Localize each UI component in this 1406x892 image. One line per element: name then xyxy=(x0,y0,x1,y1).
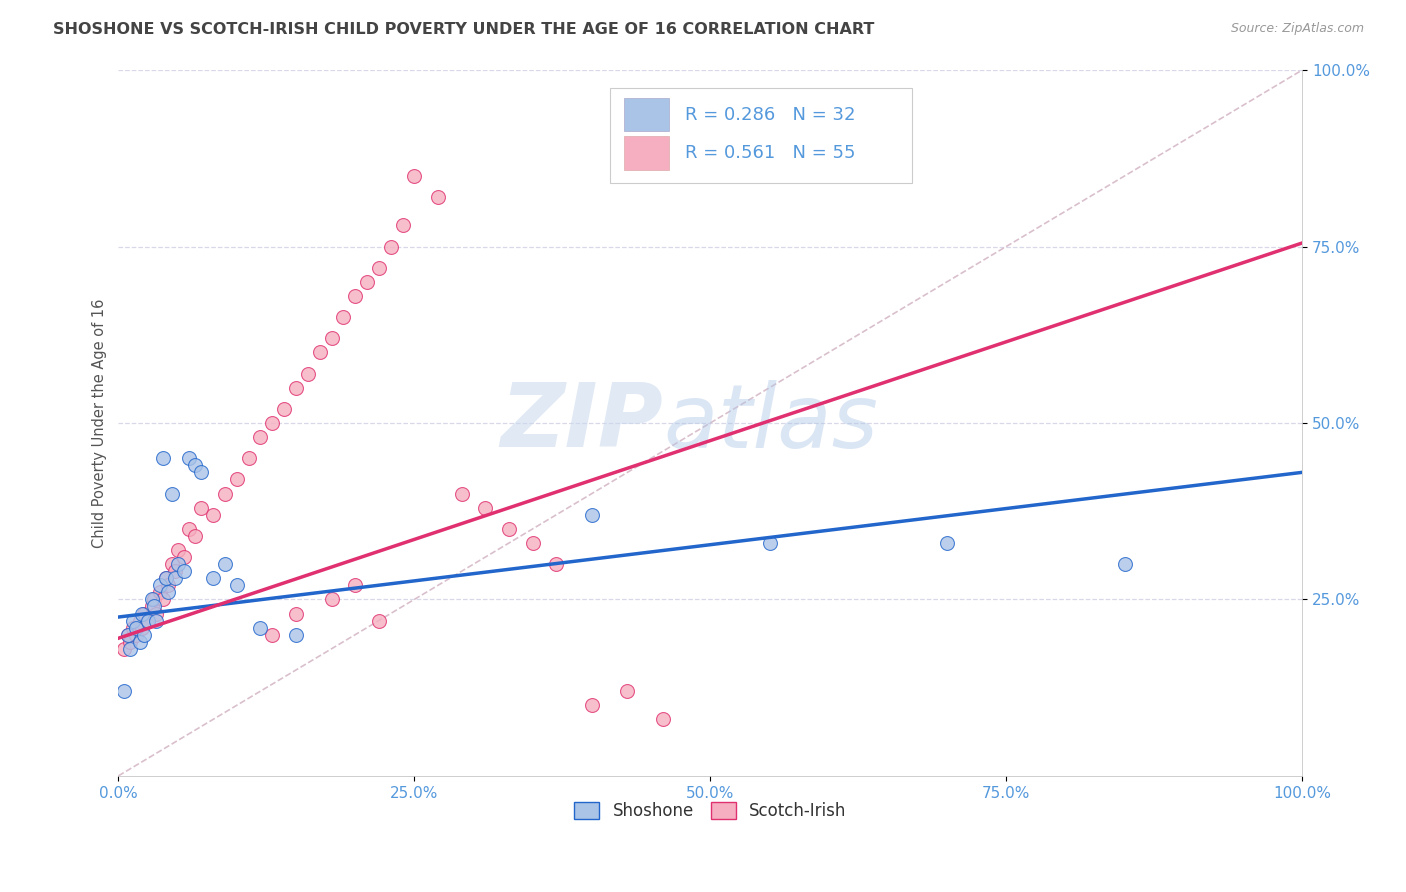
Point xyxy=(758,536,780,550)
Point xyxy=(546,557,568,571)
Point xyxy=(285,607,308,621)
Point xyxy=(404,169,426,183)
Point xyxy=(117,628,139,642)
Point xyxy=(190,466,212,480)
Point xyxy=(321,331,343,345)
Text: R = 0.286   N = 32: R = 0.286 N = 32 xyxy=(686,105,856,123)
Point xyxy=(308,345,330,359)
Point xyxy=(125,628,148,642)
Point xyxy=(179,522,201,536)
Point xyxy=(344,578,367,592)
Point xyxy=(184,529,207,543)
Point xyxy=(173,549,195,564)
Point xyxy=(152,592,174,607)
Point xyxy=(321,592,343,607)
Point xyxy=(356,275,378,289)
Point xyxy=(184,458,207,473)
Point xyxy=(120,641,142,656)
Point xyxy=(202,571,225,585)
Point xyxy=(141,592,163,607)
Point xyxy=(214,486,236,500)
Point xyxy=(117,628,139,642)
Point xyxy=(112,641,135,656)
Point xyxy=(155,571,177,585)
Point xyxy=(165,564,187,578)
Point xyxy=(121,614,143,628)
Point xyxy=(380,239,402,253)
Point xyxy=(134,607,156,621)
Point xyxy=(136,614,159,628)
Point xyxy=(616,684,638,698)
Point xyxy=(120,634,142,648)
Point xyxy=(581,698,603,713)
Point xyxy=(131,607,153,621)
Point xyxy=(367,260,389,275)
Point xyxy=(367,614,389,628)
Point xyxy=(141,599,163,614)
FancyBboxPatch shape xyxy=(624,136,669,169)
Point xyxy=(214,557,236,571)
Point xyxy=(652,712,675,726)
Point xyxy=(427,190,450,204)
Point xyxy=(450,486,472,500)
Point xyxy=(225,472,247,486)
Point xyxy=(262,416,284,430)
Point xyxy=(285,628,308,642)
Y-axis label: Child Poverty Under the Age of 16: Child Poverty Under the Age of 16 xyxy=(93,298,107,548)
Point xyxy=(134,628,156,642)
FancyBboxPatch shape xyxy=(624,97,669,131)
Point xyxy=(474,500,496,515)
Point xyxy=(179,451,201,466)
Point xyxy=(190,500,212,515)
Point xyxy=(160,486,183,500)
Point xyxy=(273,401,295,416)
Point xyxy=(166,557,188,571)
Point xyxy=(142,599,165,614)
Point xyxy=(145,607,167,621)
Text: R = 0.561   N = 55: R = 0.561 N = 55 xyxy=(686,144,856,161)
Point xyxy=(225,578,247,592)
Point xyxy=(142,592,165,607)
Point xyxy=(136,614,159,628)
Point xyxy=(1114,557,1136,571)
Text: SHOSHONE VS SCOTCH-IRISH CHILD POVERTY UNDER THE AGE OF 16 CORRELATION CHART: SHOSHONE VS SCOTCH-IRISH CHILD POVERTY U… xyxy=(53,22,875,37)
Point xyxy=(157,585,180,599)
Text: Source: ZipAtlas.com: Source: ZipAtlas.com xyxy=(1230,22,1364,36)
Point xyxy=(285,381,308,395)
Point xyxy=(166,543,188,558)
Point xyxy=(112,684,135,698)
Point xyxy=(391,219,413,233)
Point xyxy=(145,614,167,628)
Point xyxy=(149,585,172,599)
Point xyxy=(332,310,354,324)
Point xyxy=(128,614,150,628)
Point xyxy=(262,628,284,642)
Text: atlas: atlas xyxy=(664,380,877,466)
Legend: Shoshone, Scotch-Irish: Shoshone, Scotch-Irish xyxy=(574,802,846,821)
Point xyxy=(249,621,271,635)
Point xyxy=(125,621,148,635)
Point xyxy=(165,571,187,585)
Point xyxy=(344,289,367,303)
Point xyxy=(498,522,520,536)
Point xyxy=(157,578,180,592)
Point xyxy=(238,451,260,466)
Point xyxy=(131,621,153,635)
Text: ZIP: ZIP xyxy=(501,379,664,467)
Point xyxy=(249,430,271,444)
Point xyxy=(152,451,174,466)
Point xyxy=(149,578,172,592)
Point xyxy=(155,571,177,585)
Point xyxy=(173,564,195,578)
Point xyxy=(581,508,603,522)
Point xyxy=(202,508,225,522)
Point xyxy=(522,536,544,550)
Point xyxy=(936,536,959,550)
Point xyxy=(121,621,143,635)
FancyBboxPatch shape xyxy=(610,87,911,183)
Point xyxy=(160,557,183,571)
Point xyxy=(128,634,150,648)
Point xyxy=(297,367,319,381)
